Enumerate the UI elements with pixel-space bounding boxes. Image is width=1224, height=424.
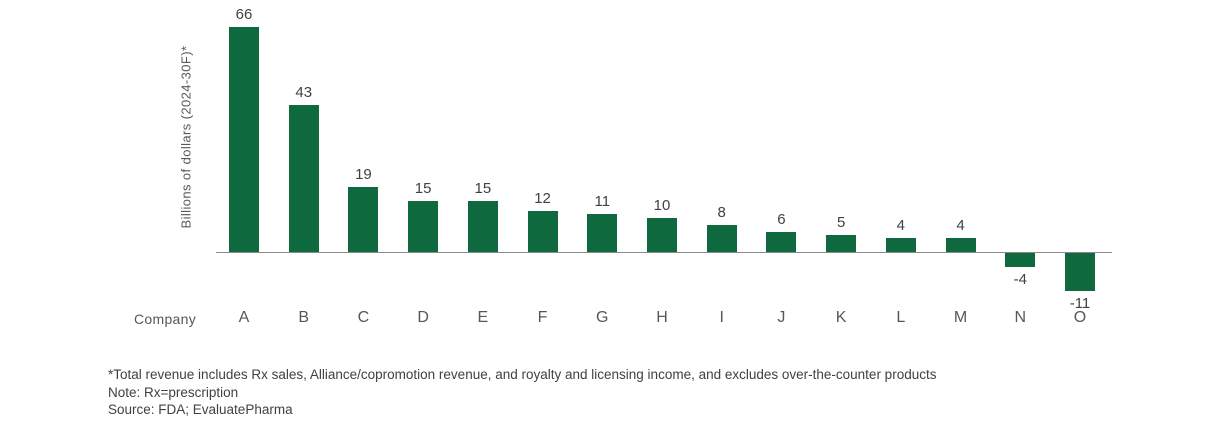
footnotes-block: *Total revenue includes Rx sales, Allian… — [108, 366, 936, 419]
x-tick-label-L: L — [896, 309, 906, 326]
bar-J — [766, 231, 797, 252]
bar-value-label-F: 12 — [534, 190, 551, 208]
bar-value-label-A: 66 — [235, 5, 253, 23]
x-tick-label-I: I — [719, 309, 724, 326]
footnote-asterisk: *Total revenue includes Rx sales, Allian… — [108, 367, 937, 382]
bar-value-label-O: -11 — [1069, 294, 1091, 312]
bar-value-label-N: -4 — [1013, 270, 1027, 288]
bar-K — [826, 234, 857, 252]
bar-value-label-C: 19 — [355, 166, 372, 184]
bar-value-label-G: 11 — [594, 193, 611, 211]
bar-value-label-K: 5 — [836, 213, 846, 231]
x-tick-label-A: A — [238, 309, 250, 326]
y-axis-label: Billions of dollars (2024-30F)* — [178, 45, 194, 229]
x-tick-label-C: C — [357, 309, 370, 326]
bar-N — [1005, 253, 1036, 267]
bar-H — [646, 217, 677, 252]
x-axis-title: Company — [133, 311, 197, 327]
bar-B — [288, 105, 319, 252]
footnote-source: Source: FDA; EvaluatePharma — [108, 402, 293, 417]
x-tick-label-K: K — [835, 309, 847, 326]
x-tick-label-F: F — [537, 309, 548, 326]
x-tick-label-G: G — [596, 309, 609, 326]
bar-E — [467, 200, 498, 252]
bar-value-label-M: 4 — [956, 217, 965, 235]
x-tick-label-H: H — [656, 309, 668, 326]
bar-G — [587, 214, 618, 252]
bar-O — [1064, 253, 1095, 291]
bar-value-label-I: 8 — [717, 203, 726, 221]
x-tick-label-N: N — [1014, 309, 1027, 326]
bar-M — [945, 238, 976, 252]
x-tick-label-J: J — [777, 309, 786, 326]
x-tick-label-M: M — [953, 309, 968, 326]
bar-value-label-E: 15 — [474, 179, 492, 197]
x-tick-label-D: D — [417, 309, 429, 326]
bar-value-label-D: 15 — [414, 179, 432, 197]
x-tick-label-B: B — [298, 309, 310, 326]
bar-value-label-B: 43 — [295, 84, 313, 102]
bar-A — [229, 26, 259, 252]
bar-C — [348, 187, 379, 252]
bar-value-label-H: 10 — [653, 196, 671, 214]
bar-value-label-J: 6 — [777, 210, 786, 228]
x-tick-label-O: O — [1073, 309, 1087, 326]
bar-D — [408, 200, 439, 252]
x-tick-label-E: E — [477, 309, 489, 326]
bar-value-label-L: 4 — [896, 217, 906, 235]
x-axis-line — [216, 252, 1112, 253]
bar-L — [885, 238, 916, 252]
bar-I — [706, 224, 737, 252]
footnote-note: Note: Rx=prescription — [108, 384, 239, 400]
bar-F — [527, 211, 558, 252]
